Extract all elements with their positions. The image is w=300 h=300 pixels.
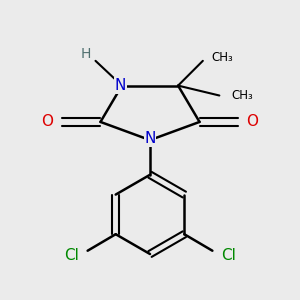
Text: Cl: Cl [64,248,79,263]
Text: N: N [115,78,126,93]
Text: Cl: Cl [221,248,236,263]
Text: CH₃: CH₃ [212,51,233,64]
Text: N: N [144,131,156,146]
Text: O: O [246,114,258,129]
Text: H: H [80,47,91,61]
Text: O: O [42,114,54,129]
Text: CH₃: CH₃ [232,89,253,102]
